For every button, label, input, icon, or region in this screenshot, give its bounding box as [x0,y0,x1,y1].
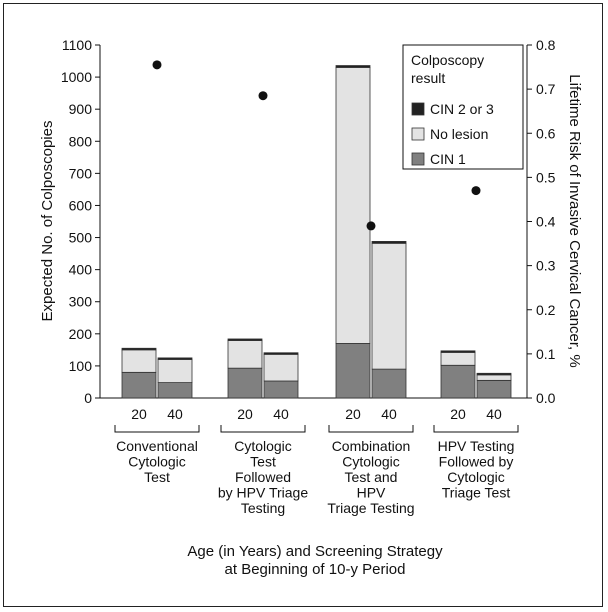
y-right-tick-label: 0.6 [536,125,556,141]
group-label-line: Triage Test [442,485,511,501]
y-right-tick-label: 0.8 [536,37,556,53]
group-label-line: Combination [332,438,411,454]
group-label-line: Followed [235,469,291,485]
bar-segment-no-lesion [263,353,299,382]
legend-label: CIN 2 or 3 [430,101,494,117]
age-label: 20 [131,406,147,422]
group-label-line: HPV [357,485,386,501]
bar-segment-cin-1 [371,368,407,399]
bar-segment-cin-2-or-3 [440,350,476,353]
y-left-tick-label: 600 [69,197,93,213]
bar-segment-cin-1 [476,379,512,399]
bar-segment-cin-1 [335,343,371,399]
group-label-line: Test and [345,469,398,485]
age-label: 40 [381,406,397,422]
bar-segment-cin-1 [440,364,476,399]
group-bracket [114,425,200,433]
age-label: 40 [486,406,502,422]
group-label-line: HPV Testing [438,438,515,454]
group-label-line: Cytologic [234,438,292,454]
legend-label: CIN 1 [430,151,466,167]
x-axis-title-line: Age (in Years) and Screening Strategy [187,543,443,560]
risk-point [258,91,268,101]
x-axis-title-line: at Beginning of 10-y Period [225,561,406,578]
y-right-tick-label: 0.4 [536,214,556,230]
risk-point [366,221,376,231]
legend-swatch [411,127,425,141]
age-label: 20 [450,406,466,422]
group-label-line: Cytologic [128,454,186,470]
y-left-tick-label: 300 [69,294,93,310]
y-right-tick-label: 0.3 [536,258,556,274]
bar-segment-no-lesion [335,67,371,344]
y-right-axis-title: Lifetime Risk of Invasive Cervical Cance… [566,74,583,367]
y-right-tick-label: 0.0 [536,390,556,406]
age-label: 20 [237,406,253,422]
risk-point [471,186,481,196]
bar-segment-cin-2-or-3 [476,372,512,376]
y-left-tick-label: 800 [69,133,93,149]
legend-swatch [411,102,425,116]
bar-segment-no-lesion [476,374,512,381]
age-label: 40 [167,406,183,422]
group-label-line: Testing [241,500,285,516]
legend-title-line: result [411,70,445,86]
y-right-tick-label: 0.1 [536,346,556,362]
bar-segment-cin-2-or-3 [263,352,299,355]
bar-segment-cin-1 [157,382,193,399]
bar-segment-no-lesion [121,349,157,373]
group-label-line: Conventional [116,438,198,454]
group-bracket [328,425,414,433]
legend-title-line: Colposcopy [411,52,484,68]
group-label-line: Followed by [439,454,514,470]
age-label: 20 [345,406,361,422]
y-left-tick-label: 900 [69,101,93,117]
group-label-line: by HPV Triage [218,485,308,501]
y-left-tick-label: 200 [69,326,93,342]
bar-segment-no-lesion [227,340,263,369]
y-right-tick-label: 0.2 [536,302,556,318]
bar-segment-cin-2-or-3 [335,65,371,68]
risk-point [152,60,162,70]
legend-swatch [411,152,425,166]
bar-segment-no-lesion [157,359,193,383]
group-label-line: Triage Testing [327,500,414,516]
bar-segment-cin-2-or-3 [157,357,193,360]
y-left-tick-label: 100 [69,358,93,374]
bar-segment-cin-2-or-3 [371,240,407,244]
group-label-line: Cytologic [447,469,505,485]
y-left-tick-label: 400 [69,262,93,278]
bar-segment-cin-1 [227,367,263,399]
bar-segment-cin-2-or-3 [227,338,263,341]
y-left-tick-label: 0 [84,390,92,406]
bar-segment-cin-2-or-3 [121,347,157,351]
y-right-tick-label: 0.7 [536,81,556,97]
bar-segment-no-lesion [371,242,407,370]
legend-label: No lesion [430,126,488,142]
bar-segment-no-lesion [440,352,476,366]
group-label-line: Test [144,469,170,485]
y-left-axis-title: Expected No. of Colposcopies [39,121,56,322]
bar-segment-cin-1 [121,371,157,399]
group-bracket [433,425,519,433]
y-right-tick-label: 0.5 [536,169,556,185]
y-left-tick-label: 1000 [61,69,92,85]
group-label-line: Test [250,454,276,470]
y-left-tick-label: 1100 [62,37,92,53]
group-label-line: Cytologic [342,454,400,470]
y-left-tick-label: 700 [69,165,93,181]
age-label: 40 [273,406,289,422]
bar-segment-cin-1 [263,380,299,399]
group-bracket [220,425,306,433]
y-left-tick-label: 500 [69,230,93,246]
